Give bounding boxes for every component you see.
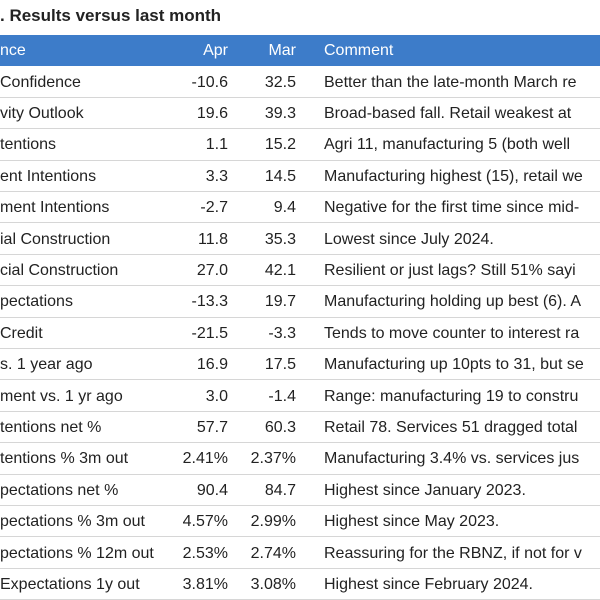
row-label: pectations % 12m out: [0, 544, 154, 562]
row-label: ent Intentions: [0, 167, 97, 185]
comment: Agri 11, manufacturing 5 (both well: [324, 136, 571, 154]
table-row: ment vs. 1 yr ago 3.0 -1.4 Range: manufactu…: [0, 381, 600, 412]
value: 2.99%: [250, 513, 296, 531]
comment: Highest since February 2024.: [324, 575, 533, 593]
value: -13.3: [191, 293, 228, 311]
comment: Comment: [324, 42, 394, 59]
comment: Manufacturing highest (15), retail we: [324, 167, 583, 185]
comment: Range: manufacturing 19 to constru: [324, 387, 579, 405]
row-label: ial Construction: [0, 230, 111, 248]
value: 27.0: [196, 261, 228, 279]
value: Mar: [268, 42, 296, 59]
table-row: Credit -21.5 -3.3 Tends to move counter to …: [0, 318, 600, 350]
comment: Resilient or just lags? Still 51% sayi: [324, 261, 576, 279]
value: 3.81%: [182, 575, 228, 593]
table-row: pectations -13.3 19.7 Manufacturing holding…: [0, 286, 600, 318]
row-label: nce: [0, 42, 26, 59]
value: 2.41%: [182, 450, 228, 468]
row-label: tentions net %: [0, 418, 102, 436]
comment: Manufacturing 3.4% vs. services jus: [324, 450, 580, 468]
comment: Highest since May 2023.: [324, 513, 500, 531]
value: 39.3: [264, 104, 296, 122]
value: 57.7: [196, 418, 228, 436]
table-row: Expectations 1y out 3.81% 3.08% Highest sin…: [0, 569, 600, 600]
row-label: pectations: [0, 293, 73, 311]
value: 4.57%: [182, 513, 228, 531]
comment: Manufacturing up 10pts to 31, but se: [324, 356, 584, 374]
table-row: pectations net % 90.4 84.7 Highest since Ja…: [0, 475, 600, 507]
value: Apr: [203, 42, 228, 59]
comment: Reassuring for the RBNZ, if not for v: [324, 544, 582, 562]
value: 2.74%: [250, 544, 296, 562]
value: 15.2: [264, 136, 296, 154]
row-label: tentions: [0, 136, 57, 154]
row-label: tentions % 3m out: [0, 450, 129, 468]
value: 19.7: [264, 293, 296, 311]
value: 90.4: [196, 481, 228, 499]
comment: Better than the late-month March re: [324, 73, 577, 91]
value: -3.3: [268, 324, 296, 342]
value: 11.8: [198, 230, 228, 248]
comment: Highest since January 2023.: [324, 481, 526, 499]
comment: Negative for the first time since mid-: [324, 199, 580, 217]
comment: Manufacturing holding up best (6). A: [324, 293, 582, 311]
table-row: s. 1 year ago 16.9 17.5 Manufacturing up 10…: [0, 349, 600, 381]
row-label: ment vs. 1 yr ago: [0, 387, 123, 405]
value: -2.7: [200, 199, 228, 217]
value: 84.7: [264, 481, 296, 499]
table-row: cial Construction 27.0 42.1 Resilient or ju…: [0, 255, 600, 287]
value: 3.3: [205, 167, 228, 185]
value: 42.1: [264, 261, 296, 279]
value: 17.5: [264, 356, 296, 374]
table-row: tentions net % 57.7 60.3 Retail 78. Service…: [0, 412, 600, 444]
value: 16.9: [196, 356, 228, 374]
row-label: pectations net %: [0, 481, 119, 499]
row-label: vity Outlook: [0, 104, 84, 122]
table-row: pectations % 12m out 2.53% 2.74% Reassuring…: [0, 538, 600, 569]
value: -10.6: [191, 73, 228, 91]
table-title: . Results versus last month: [0, 6, 222, 25]
row-label: Expectations 1y out: [0, 575, 140, 593]
table-row: ment Intentions -2.7 9.4 Negative for the f…: [0, 192, 600, 224]
header-row: nce Apr Mar Comment: [0, 35, 600, 67]
value: 3.08%: [250, 575, 296, 593]
value: 14.5: [264, 167, 296, 185]
value: 3.0: [205, 387, 228, 405]
value: 60.3: [264, 418, 296, 436]
value: 32.5: [264, 73, 296, 91]
comment: Tends to move counter to interest ra: [324, 324, 580, 342]
comment: Broad-based fall. Retail weakest at: [324, 104, 572, 122]
table-row: ent Intentions 3.3 14.5 Manufacturing highe…: [0, 161, 600, 193]
table-row: Confidence -10.6 32.5 Better than the late-…: [0, 67, 600, 98]
row-label: cial Construction: [0, 261, 119, 279]
row-label: ment Intentions: [0, 199, 110, 217]
table-row: tentions % 3m out 2.41% 2.37% Manufacturing…: [0, 443, 600, 475]
comment: Lowest since July 2024.: [324, 230, 494, 248]
value: 2.37%: [250, 450, 296, 468]
table-row: ial Construction 11.8 35.3 Lowest since Jul…: [0, 224, 600, 255]
row-label: Confidence: [0, 73, 81, 91]
value: 9.4: [273, 199, 296, 217]
table-row: pectations % 3m out 4.57% 2.99% Highest sin…: [0, 506, 600, 538]
table-row: tentions 1.1 15.2 Agri 11, manufacturing 5 …: [0, 129, 600, 161]
value: -21.5: [191, 324, 228, 342]
value: 35.3: [264, 230, 296, 248]
table-row: vity Outlook 19.6 39.3 Broad-based fall. Re…: [0, 98, 600, 130]
row-label: s. 1 year ago: [0, 356, 93, 374]
value: -1.4: [268, 387, 296, 405]
comment: Retail 78. Services 51 dragged total: [324, 418, 578, 436]
value: 2.53%: [182, 544, 228, 562]
value: 19.6: [196, 104, 228, 122]
row-label: pectations % 3m out: [0, 513, 145, 531]
value: 1.1: [205, 136, 228, 154]
row-label: Credit: [0, 324, 43, 342]
